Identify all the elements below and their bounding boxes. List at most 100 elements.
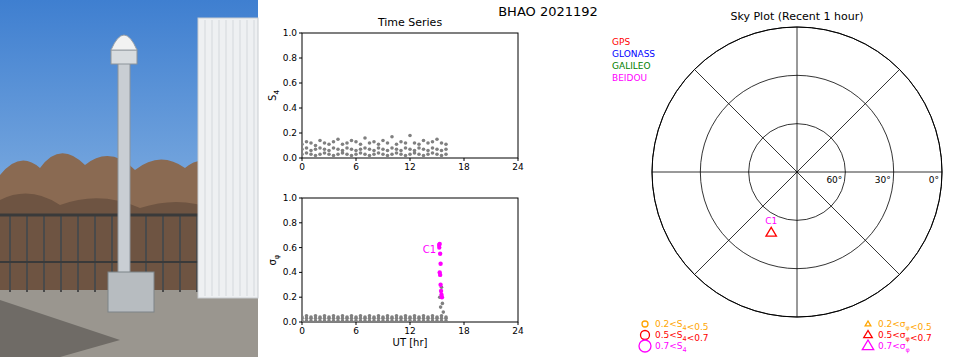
y-tick <box>299 198 302 199</box>
point <box>368 147 372 151</box>
point <box>359 142 363 146</box>
point <box>302 147 304 151</box>
point <box>302 315 304 319</box>
point <box>309 141 313 145</box>
point <box>327 149 331 153</box>
y-tick-label: 1.0 <box>283 193 298 203</box>
photo-container-rib <box>233 20 234 296</box>
point <box>395 142 399 146</box>
legend-marker <box>862 340 873 350</box>
point <box>404 146 408 150</box>
photo-pole <box>118 62 130 277</box>
point <box>442 310 446 314</box>
point <box>426 149 430 153</box>
point <box>305 314 309 318</box>
photo-bushes <box>0 153 215 290</box>
point <box>444 142 448 146</box>
point <box>332 154 336 158</box>
point <box>314 147 318 151</box>
x-tick-label: 12 <box>404 162 415 172</box>
y-tick-label: 0.2 <box>283 292 297 302</box>
point <box>350 314 354 318</box>
point <box>323 141 327 145</box>
point <box>422 139 426 143</box>
point <box>354 315 358 319</box>
point <box>399 315 403 319</box>
point <box>381 152 385 156</box>
point <box>377 314 381 318</box>
point <box>327 142 331 146</box>
x-tick <box>356 322 357 325</box>
point <box>386 141 390 145</box>
point <box>431 151 435 155</box>
point <box>350 139 354 143</box>
point <box>341 142 345 146</box>
y-tick <box>299 108 302 109</box>
panel-title: Sky Plot (Recent 1 hour) <box>731 10 864 23</box>
legend: GPSGLONASSGALILEOBEIDOU <box>612 37 655 83</box>
photo <box>0 0 258 357</box>
point <box>381 139 385 143</box>
point <box>341 149 345 153</box>
point <box>327 152 331 156</box>
photo-box <box>108 272 154 312</box>
legend-marker <box>639 340 651 352</box>
photo-shadow <box>0 300 120 357</box>
y-tick-label: 0.8 <box>283 53 298 63</box>
point <box>417 315 421 319</box>
point <box>426 152 430 156</box>
point <box>439 305 443 309</box>
annotation-text: C1 <box>423 244 436 255</box>
point <box>422 147 426 151</box>
point <box>305 146 309 150</box>
photo-railing <box>60 215 62 292</box>
photo-railing <box>94 215 96 292</box>
x-tick-label: 18 <box>458 326 470 336</box>
point <box>318 152 322 156</box>
legend-entry: GLONASS <box>612 49 655 59</box>
point <box>363 146 367 150</box>
photo-container-rib <box>219 20 220 296</box>
photo-railing <box>0 261 215 263</box>
photo-antenna-dome <box>111 35 137 50</box>
x-tick <box>518 322 519 325</box>
point <box>368 314 372 318</box>
point <box>359 147 363 151</box>
y-tick-label: 1.0 <box>283 28 298 38</box>
x-tick <box>302 158 303 161</box>
photo-container-rib <box>240 20 241 296</box>
y-tick <box>299 83 302 84</box>
point <box>332 314 336 318</box>
x-tick <box>410 158 411 161</box>
legend-entry: 0.7<S4 <box>655 341 687 354</box>
elevation-label: 0° <box>929 175 939 185</box>
point <box>395 147 399 151</box>
point <box>327 315 331 319</box>
point <box>368 141 372 145</box>
y-tick-label: 0.6 <box>283 243 298 253</box>
point <box>345 141 349 145</box>
marker-legend: 0.2<S4<0.50.5<S4<0.70.7<S40.2<σφ<0.50.5<… <box>639 319 932 354</box>
point <box>302 142 304 146</box>
point <box>372 140 376 144</box>
point <box>404 154 408 158</box>
x-tick-label: 6 <box>353 162 359 172</box>
point <box>395 151 399 155</box>
point <box>336 147 340 151</box>
point <box>404 314 408 318</box>
figure: BHAO 20211920.00.20.40.60.81.006121824S4… <box>0 0 961 357</box>
point <box>345 315 349 319</box>
point <box>399 140 403 144</box>
point <box>377 151 381 155</box>
y-tick <box>299 222 302 223</box>
y-axis-title: S4 <box>267 90 281 101</box>
photo-container <box>198 18 258 298</box>
photo-railing <box>0 214 215 217</box>
y-tick-label: 0.2 <box>283 128 297 138</box>
point <box>336 315 340 319</box>
point <box>345 152 349 156</box>
point <box>417 142 421 146</box>
point <box>439 289 443 293</box>
point <box>341 314 345 318</box>
legend-marker <box>865 321 871 326</box>
